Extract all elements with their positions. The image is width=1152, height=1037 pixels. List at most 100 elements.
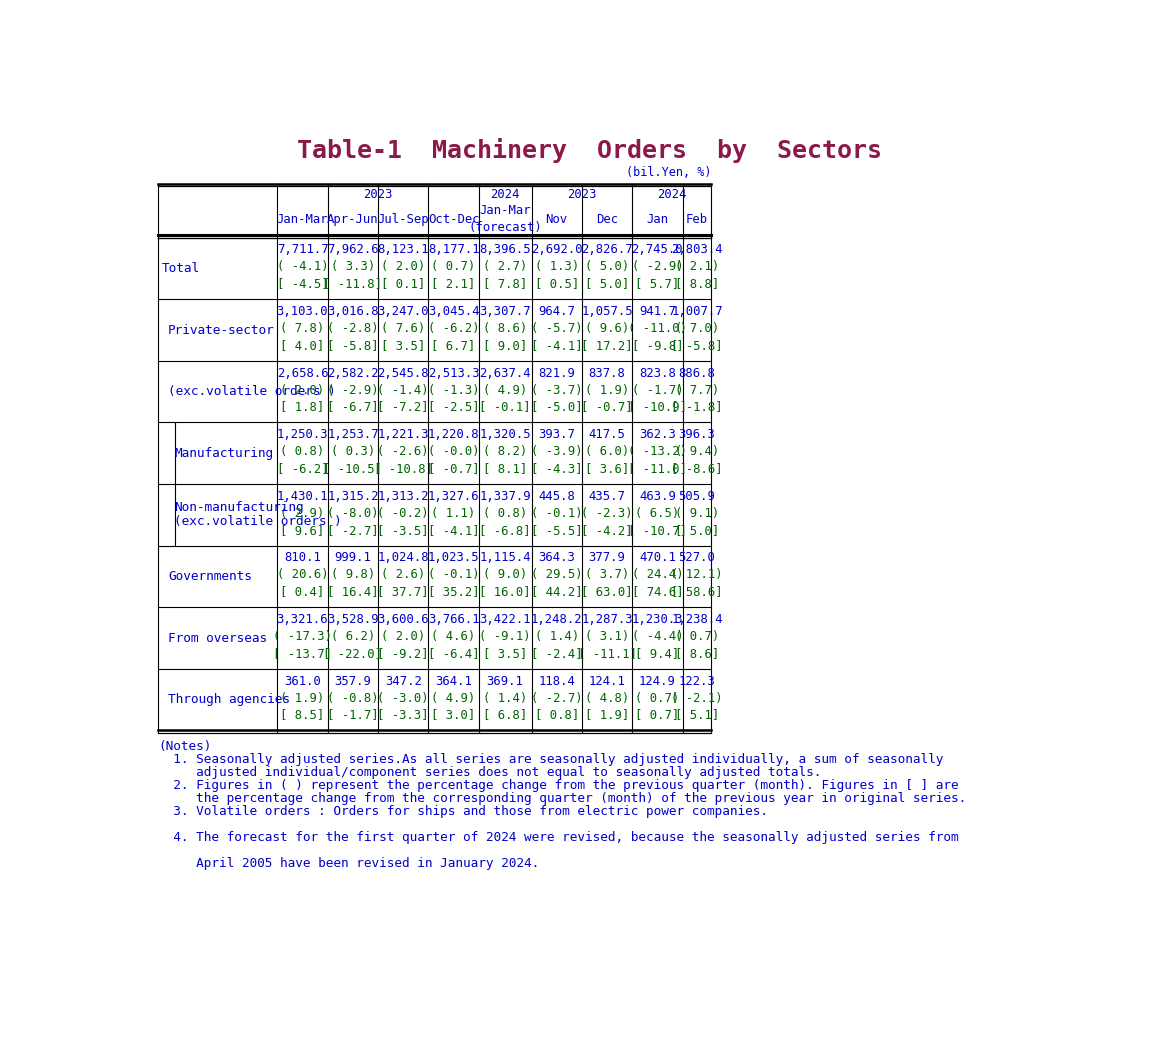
Text: [ 9.6]: [ 9.6] <box>280 524 325 537</box>
Text: [ 3.5]: [ 3.5] <box>483 647 528 660</box>
Text: [ 6.8]: [ 6.8] <box>483 708 528 722</box>
Text: [ 8.1]: [ 8.1] <box>483 463 528 475</box>
Text: ( -11.0): ( -11.0) <box>628 323 687 335</box>
Text: 823.8: 823.8 <box>639 367 676 380</box>
Text: ( -1.3): ( -1.3) <box>427 384 479 396</box>
Text: 357.9: 357.9 <box>334 675 371 688</box>
Text: ( 9.0): ( 9.0) <box>483 568 528 582</box>
Text: Nov: Nov <box>546 213 568 226</box>
Text: 527.0: 527.0 <box>679 552 715 564</box>
Text: (bil.Yen, %): (bil.Yen, %) <box>626 166 711 179</box>
Text: 445.8: 445.8 <box>538 489 575 503</box>
Text: Apr-Jun: Apr-Jun <box>327 213 379 226</box>
Text: ( -13.2): ( -13.2) <box>628 445 687 458</box>
Text: [ 37.7]: [ 37.7] <box>378 585 429 598</box>
Text: 3,422.1: 3,422.1 <box>479 613 531 626</box>
Text: [ -7.2]: [ -7.2] <box>378 400 429 414</box>
Text: ( -0.8): ( -0.8) <box>327 692 379 704</box>
Text: 396.3: 396.3 <box>679 428 715 442</box>
Text: 1,248.2: 1,248.2 <box>531 613 583 626</box>
Text: [ -4.5]: [ -4.5] <box>276 277 328 290</box>
Text: ( 2.0): ( 2.0) <box>381 260 425 274</box>
Text: Jan-Mar
(forecast): Jan-Mar (forecast) <box>468 204 543 234</box>
Text: 1,315.2: 1,315.2 <box>327 489 379 503</box>
Text: [ -6.4]: [ -6.4] <box>427 647 479 660</box>
Text: [ -0.7]: [ -0.7] <box>427 463 479 475</box>
Text: ( -2.9): ( -2.9) <box>631 260 683 274</box>
Text: [ -10.8]: [ -10.8] <box>373 463 433 475</box>
Text: 1,115.4: 1,115.4 <box>479 552 531 564</box>
Text: ( -2.7): ( -2.7) <box>531 692 583 704</box>
Text: 1,430.1: 1,430.1 <box>276 489 328 503</box>
Text: 1,253.7: 1,253.7 <box>327 428 379 442</box>
Text: ( -1.7): ( -1.7) <box>631 384 683 396</box>
Text: 1,221.3: 1,221.3 <box>378 428 429 442</box>
Text: 1. Seasonally adjusted series.As all series are seasonally adjusted individually: 1. Seasonally adjusted series.As all ser… <box>158 753 943 765</box>
Text: [ -10.7]: [ -10.7] <box>628 524 687 537</box>
Text: [ 0.5]: [ 0.5] <box>535 277 578 290</box>
Text: (exc.volatile orders ): (exc.volatile orders ) <box>168 385 335 398</box>
Text: 2024: 2024 <box>491 188 520 201</box>
Text: 347.2: 347.2 <box>385 675 422 688</box>
Text: 3,307.7: 3,307.7 <box>479 305 531 318</box>
Text: 3,528.9: 3,528.9 <box>327 613 379 626</box>
Text: ( 7.8): ( 7.8) <box>280 323 325 335</box>
Text: ( 0.7): ( 0.7) <box>432 260 476 274</box>
Text: [ -11.0]: [ -11.0] <box>628 463 687 475</box>
Text: [ -9.8]: [ -9.8] <box>631 339 683 352</box>
Text: ( 6.2): ( 6.2) <box>331 630 376 643</box>
Text: ( -2.1): ( -2.1) <box>672 692 722 704</box>
Text: ( 20.6): ( 20.6) <box>276 568 328 582</box>
Text: ( 0.7): ( 0.7) <box>675 630 719 643</box>
Text: 463.9: 463.9 <box>639 489 676 503</box>
Text: Dec: Dec <box>596 213 619 226</box>
Text: 8,396.5: 8,396.5 <box>479 244 531 256</box>
Text: ( -8.0): ( -8.0) <box>327 507 379 520</box>
Text: 3,016.8: 3,016.8 <box>327 305 379 318</box>
Text: (exc.volatile orders ): (exc.volatile orders ) <box>174 515 342 528</box>
Text: 3,103.0: 3,103.0 <box>276 305 328 318</box>
Text: [ -6.7]: [ -6.7] <box>327 400 379 414</box>
Text: ( 2.1): ( 2.1) <box>675 260 719 274</box>
Text: [ 0.7]: [ 0.7] <box>635 708 680 722</box>
Text: 2,826.7: 2,826.7 <box>582 244 632 256</box>
Text: [ -4.1]: [ -4.1] <box>427 524 479 537</box>
Text: ( -17.3): ( -17.3) <box>273 630 332 643</box>
Text: 2. Figures in ( ) represent the percentage change from the previous quarter (mon: 2. Figures in ( ) represent the percenta… <box>158 779 958 792</box>
Text: ( 1.3): ( 1.3) <box>535 260 578 274</box>
Text: 2,637.4: 2,637.4 <box>479 367 531 380</box>
Text: 821.9: 821.9 <box>538 367 575 380</box>
Text: Table-1  Machinery  Orders  by  Sectors: Table-1 Machinery Orders by Sectors <box>297 138 882 163</box>
Text: [ 8.6]: [ 8.6] <box>675 647 719 660</box>
Text: 364.3: 364.3 <box>538 552 575 564</box>
Text: [ -2.5]: [ -2.5] <box>427 400 479 414</box>
Text: 362.3: 362.3 <box>639 428 676 442</box>
Text: ( -3.9): ( -3.9) <box>531 445 583 458</box>
Text: [ 5.1]: [ 5.1] <box>675 708 719 722</box>
Text: Jan: Jan <box>646 213 668 226</box>
Text: [ -5.8]: [ -5.8] <box>327 339 379 352</box>
Text: [ -4.2]: [ -4.2] <box>582 524 632 537</box>
Text: 2,658.6: 2,658.6 <box>276 367 328 380</box>
Text: ( -0.2): ( -0.2) <box>378 507 429 520</box>
Text: ( 5.0): ( 5.0) <box>585 260 629 274</box>
Text: 393.7: 393.7 <box>538 428 575 442</box>
Text: 8,123.1: 8,123.1 <box>378 244 429 256</box>
Text: Private-sector: Private-sector <box>168 324 275 337</box>
Text: ( -4.4): ( -4.4) <box>631 630 683 643</box>
Text: ( 9.6): ( 9.6) <box>585 323 629 335</box>
Text: ( 24.4): ( 24.4) <box>631 568 683 582</box>
Text: ( 4.6): ( 4.6) <box>432 630 476 643</box>
Text: Non-manufacturing: Non-manufacturing <box>174 502 304 514</box>
Text: [ 35.2]: [ 35.2] <box>427 585 479 598</box>
Text: ( 1.4): ( 1.4) <box>535 630 578 643</box>
Text: [ -2.4]: [ -2.4] <box>531 647 583 660</box>
Text: [ -2.7]: [ -2.7] <box>327 524 379 537</box>
Text: the percentage change from the corresponding quarter (month) of the previous yea: the percentage change from the correspon… <box>158 792 967 805</box>
Text: 124.1: 124.1 <box>589 675 626 688</box>
Text: ( 4.8): ( 4.8) <box>585 692 629 704</box>
Text: ( -6.2): ( -6.2) <box>427 323 479 335</box>
Text: ( 2.0): ( 2.0) <box>381 630 425 643</box>
Text: 7,711.7: 7,711.7 <box>276 244 328 256</box>
Text: ( 4.9): ( 4.9) <box>483 384 528 396</box>
